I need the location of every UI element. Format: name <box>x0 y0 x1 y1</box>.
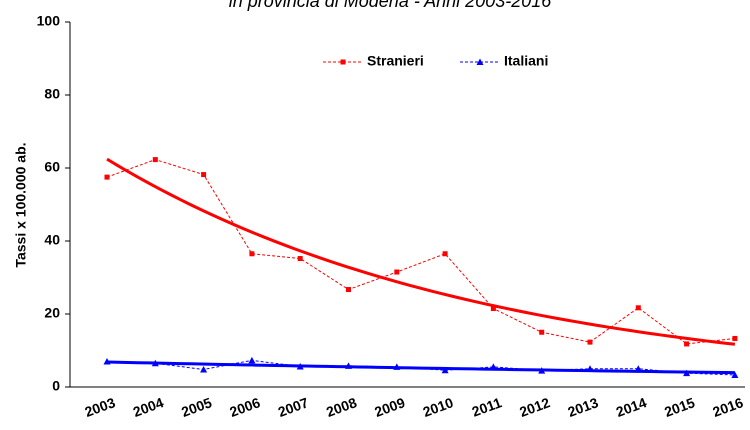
y-tick-label: 100 <box>37 13 61 29</box>
marker <box>340 59 346 65</box>
x-tick-label: 2004 <box>131 394 166 420</box>
marker <box>200 365 208 373</box>
data-line <box>106 359 735 376</box>
y-tick-label: 0 <box>52 378 60 394</box>
marker <box>152 157 158 163</box>
x-tick-label: 2007 <box>276 394 311 420</box>
marker <box>248 356 256 364</box>
marker <box>201 172 207 178</box>
marker <box>489 363 497 370</box>
marker <box>297 256 303 262</box>
legend-label: Italiani <box>504 53 548 69</box>
marker <box>394 269 400 275</box>
y-tick-label: 60 <box>44 159 60 175</box>
x-tick-label: 2005 <box>179 394 214 420</box>
x-tick-label: 2014 <box>614 394 649 420</box>
marker <box>103 357 111 365</box>
x-tick-label: 2016 <box>710 394 745 420</box>
x-tick-label: 2013 <box>566 394 601 420</box>
marker <box>732 335 738 341</box>
y-tick-label: 80 <box>44 86 60 102</box>
trend-line <box>106 157 736 346</box>
x-tick-label: 2012 <box>517 394 552 420</box>
marker <box>538 367 546 374</box>
x-tick-label: 2003 <box>83 394 118 420</box>
marker <box>634 365 642 372</box>
y-tick-label: 40 <box>44 232 60 248</box>
legend-label: Stranieri <box>367 53 424 69</box>
marker <box>346 287 351 293</box>
marker <box>539 329 545 335</box>
x-tick-label: 2015 <box>662 394 697 420</box>
x-tick-label: 2011 <box>470 394 504 419</box>
x-tick-label: 2010 <box>421 394 456 420</box>
marker <box>393 363 401 370</box>
marker <box>151 359 159 367</box>
marker <box>345 362 352 369</box>
x-tick-label: 2008 <box>324 394 359 420</box>
marker <box>635 305 641 311</box>
marker <box>586 365 594 372</box>
marker <box>442 251 448 257</box>
marker <box>490 306 496 312</box>
marker <box>683 369 691 377</box>
marker <box>684 341 690 347</box>
data-line <box>106 159 735 345</box>
chart-title: in provincia di Modena - Anni 2003-2016 <box>229 0 553 11</box>
y-axis-label: Tassi x 100.000 ab. <box>13 142 29 267</box>
x-tick-label: 2006 <box>227 394 262 420</box>
x-tick-label: 2009 <box>372 394 407 420</box>
marker <box>731 371 739 378</box>
marker <box>296 363 304 370</box>
marker <box>441 366 449 374</box>
marker <box>587 339 593 345</box>
marker <box>104 174 110 180</box>
y-tick-label: 20 <box>44 305 60 321</box>
marker <box>476 58 484 65</box>
marker <box>249 251 255 257</box>
